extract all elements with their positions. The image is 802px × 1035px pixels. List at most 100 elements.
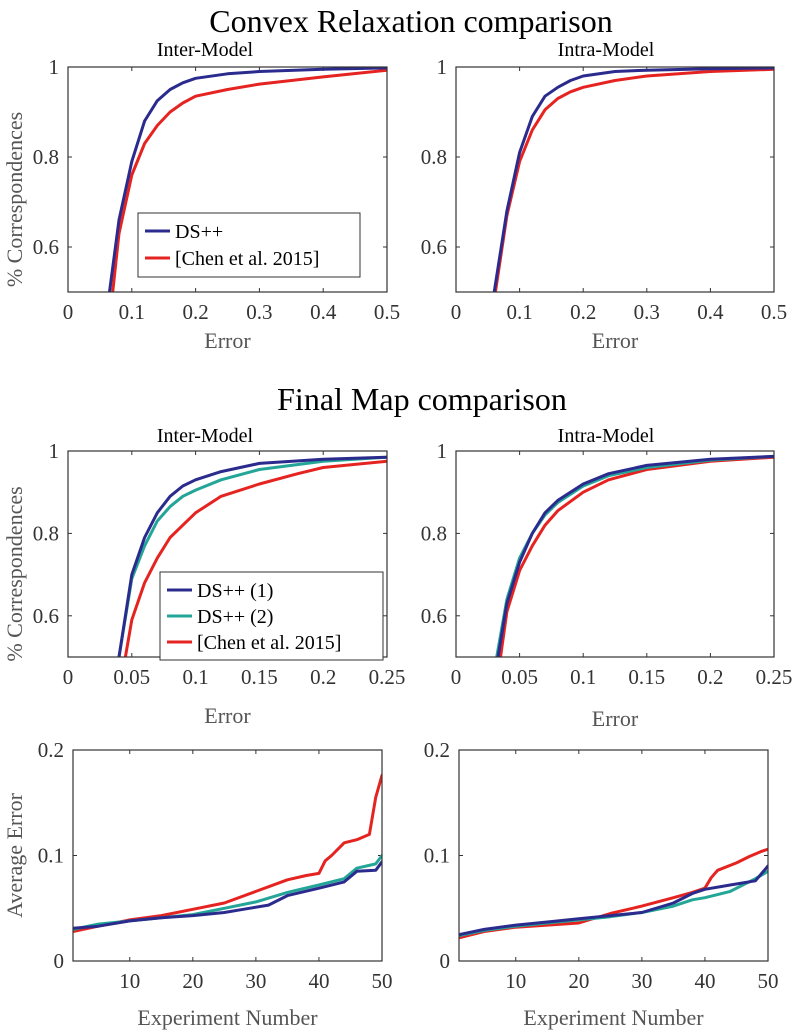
y-tick-label: 1 <box>437 55 448 79</box>
chart-p1: 0 0.1 0.2 0.3 0.4 0.5 0.6 0.8 1 Inter-Model Error%… <box>2 39 400 353</box>
x-tick-label: 0.2 <box>697 665 723 689</box>
series-line-ds-2 <box>117 455 387 657</box>
axes-frame <box>67 66 388 293</box>
x-tick-label: 0.5 <box>761 300 787 324</box>
y-tick-label: 0.6 <box>33 235 59 259</box>
panel-title: Inter-Model <box>157 425 254 447</box>
section-title-final-map: Final Map comparison <box>277 381 567 417</box>
legend-box <box>159 571 384 661</box>
axes-frame <box>458 749 769 962</box>
panel-title: Intra-Model <box>558 425 655 447</box>
x-tick-label: 0.05 <box>113 665 150 689</box>
axes-frame <box>455 66 775 293</box>
series-group <box>459 847 768 940</box>
x-tick-label: 0.1 <box>119 300 145 324</box>
x-tick-label: 20 <box>568 969 589 993</box>
x-tick-label: 0.1 <box>506 300 532 324</box>
series-line-ds-1 <box>459 864 768 937</box>
charts-container: 0 0.1 0.2 0.3 0.4 0.5 0.6 0.8 1 Inter-Model Error%… <box>2 39 792 1030</box>
x-tick-label: 10 <box>119 969 140 993</box>
y-tick-label: 0.8 <box>421 521 447 545</box>
series-line-chen-et-al-2015 <box>493 67 774 292</box>
series-line-chen-et-al-2015 <box>73 773 382 933</box>
y-tick-label: 0.2 <box>424 738 450 762</box>
x-tick-label: 0.5 <box>374 300 400 324</box>
x-axis-label: Error <box>204 703 251 728</box>
x-tick-label: 0.25 <box>756 665 793 689</box>
legend: DS++ [Chen et al. 2015] <box>137 212 361 278</box>
chart-p6: 10 20 30 40 50 0 0.1 0.2 Experiment Number <box>424 738 779 1030</box>
x-tick-label: 0.2 <box>310 665 336 689</box>
x-tick-label: 0.1 <box>182 665 208 689</box>
x-tick-label: 0.1 <box>570 665 596 689</box>
legend-entry: [Chen et al. 2015] <box>175 248 319 270</box>
y-axis-label: % Correspondences <box>2 486 27 661</box>
x-tick-label: 0.4 <box>310 300 337 324</box>
chart-p3: 0 0.05 0.1 0.15 0.2 0.25 0.6 0.8 1 Inter-Model Err… <box>2 425 405 728</box>
plot-area <box>456 451 774 657</box>
x-axis-label: Error <box>204 328 251 353</box>
x-tick-label: 50 <box>372 969 393 993</box>
legend-entry: [Chen et al. 2015] <box>197 632 341 654</box>
series-line-chen-et-al-2015 <box>499 455 774 657</box>
panel-title: Intra-Model <box>558 39 655 61</box>
x-tick-label: 30 <box>631 969 652 993</box>
y-tick-label: 1 <box>437 439 448 463</box>
axes-frame <box>455 450 775 658</box>
legend: DS++ (1) DS++ (2) [Chen et al. 2015] <box>159 571 384 661</box>
y-tick-label: 0.8 <box>33 521 59 545</box>
x-tick-label: 10 <box>505 969 526 993</box>
x-tick-label: 0.2 <box>182 300 208 324</box>
y-tick-label: 0.8 <box>421 145 447 169</box>
y-tick-label: 1 <box>49 55 60 79</box>
x-tick-label: 20 <box>182 969 203 993</box>
x-axis-label: Experiment Number <box>137 1005 318 1030</box>
y-tick-label: 0.8 <box>33 145 59 169</box>
x-tick-label: 0 <box>451 665 462 689</box>
y-tick-label: 0.1 <box>424 844 450 868</box>
x-tick-label: 0.4 <box>697 300 724 324</box>
series-group <box>117 455 387 657</box>
x-axis-label: Error <box>592 706 639 731</box>
x-tick-label: 40 <box>694 969 715 993</box>
y-axis-label: % Correspondences <box>2 112 27 287</box>
x-tick-label: 50 <box>758 969 779 993</box>
plot-area <box>456 67 774 292</box>
series-line-ds <box>108 67 387 292</box>
legend-entry: DS++ <box>175 221 223 243</box>
legend-entry: DS++ (1) <box>197 580 273 602</box>
chart-p2: 0 0.1 0.2 0.3 0.4 0.5 0.6 0.8 1 Intra-Model Error <box>421 39 787 353</box>
y-tick-label: 0.6 <box>421 235 447 259</box>
x-tick-label: 0.2 <box>570 300 596 324</box>
x-tick-label: 0.3 <box>246 300 272 324</box>
series-group <box>492 67 774 292</box>
x-tick-label: 40 <box>308 969 329 993</box>
x-axis-label: Experiment Number <box>523 1005 704 1030</box>
x-tick-label: 30 <box>245 969 266 993</box>
series-group <box>108 67 387 292</box>
series-line-chen-et-al-2015 <box>459 847 768 940</box>
x-tick-label: 0.25 <box>369 665 406 689</box>
x-tick-label: 0 <box>63 300 74 324</box>
section-title-convex: Convex Relaxation comparison <box>209 3 612 39</box>
legend-box <box>137 212 361 278</box>
x-tick-label: 0.15 <box>628 665 665 689</box>
chart-p5: 10 20 30 40 50 0 0.1 0.2 Experiment Number Averag… <box>2 738 393 1030</box>
y-tick-label: 0.1 <box>38 844 64 868</box>
legend-entry: DS++ (2) <box>197 606 273 628</box>
x-tick-label: 0 <box>63 665 74 689</box>
x-tick-label: 0.15 <box>241 665 278 689</box>
panel-title: Inter-Model <box>157 39 254 61</box>
x-tick-label: 0.3 <box>634 300 660 324</box>
axes-frame <box>72 749 383 962</box>
y-tick-label: 0.6 <box>421 604 447 628</box>
series-group <box>495 454 774 657</box>
y-tick-label: 0 <box>54 949 65 973</box>
x-tick-label: 0 <box>451 300 462 324</box>
x-axis-label: Error <box>592 328 639 353</box>
x-tick-label: 0.05 <box>501 665 538 689</box>
y-tick-label: 0 <box>440 949 451 973</box>
chart-p4: 0 0.05 0.1 0.15 0.2 0.25 0.6 0.8 1 Intra-Model Err… <box>421 425 793 731</box>
series-line-ds-1 <box>117 455 387 657</box>
